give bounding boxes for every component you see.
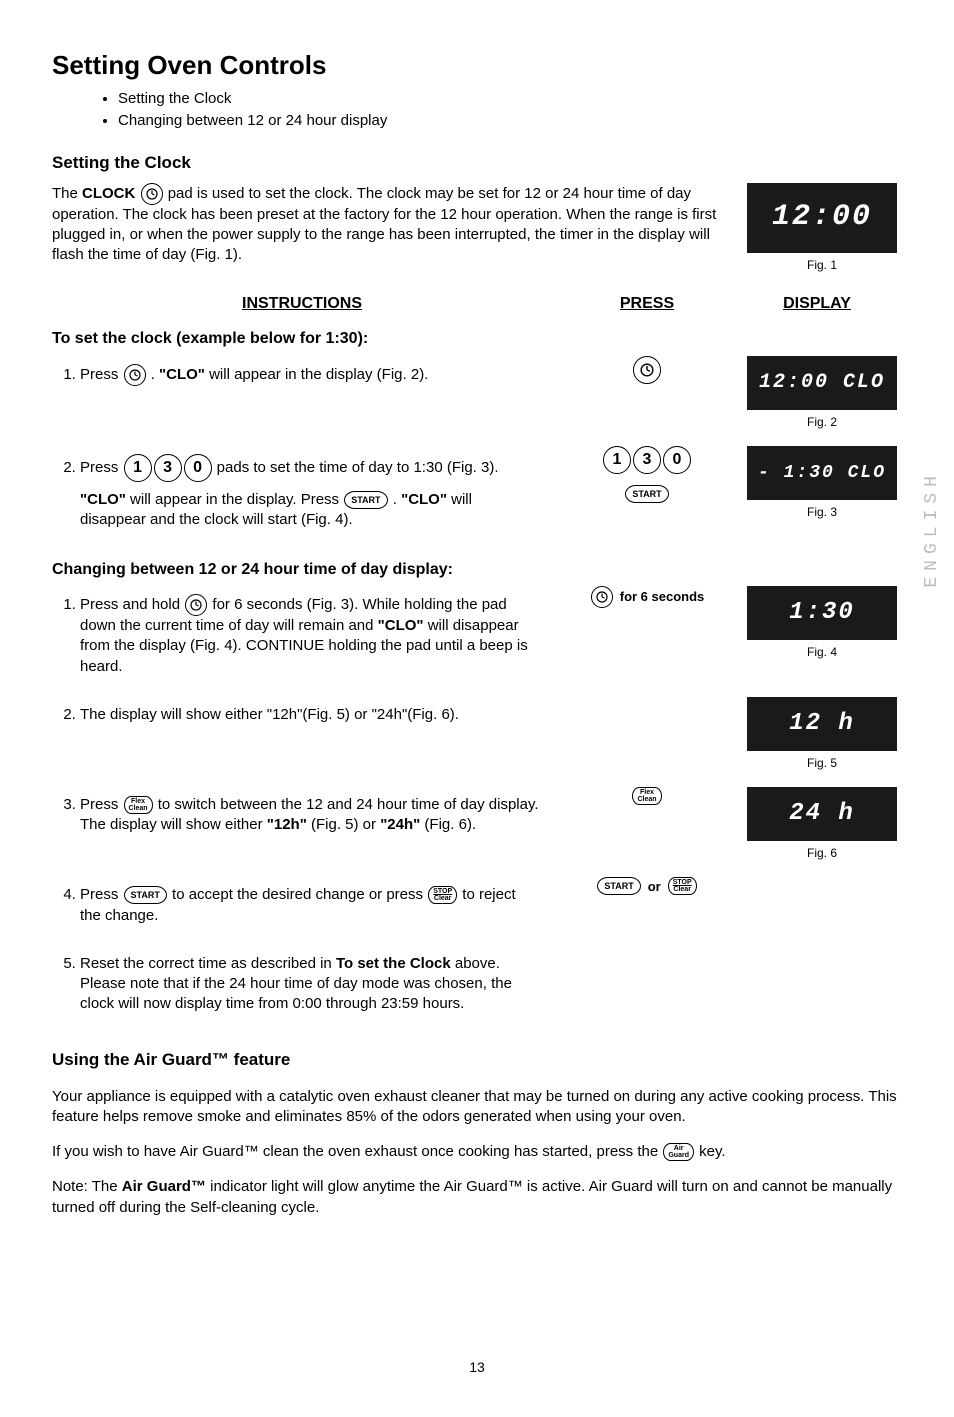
press-hold-label: for 6 seconds	[620, 588, 705, 606]
or-label: or	[648, 878, 661, 896]
fig-caption: Fig. 3	[742, 504, 902, 520]
text: (Fig. 6).	[420, 816, 476, 833]
stop-clear-icon: STOPClear	[668, 877, 697, 895]
page-number: 13	[52, 1358, 902, 1377]
subheading-set-clock-example: To set the clock (example below for 1:30…	[52, 328, 902, 350]
step-item: Reset the correct time as described in T…	[80, 954, 540, 1015]
flex-clean-icon: FlexClean	[124, 796, 153, 814]
text: Reset the correct time as described in	[80, 955, 336, 972]
language-side-label: ENGLISH	[920, 470, 944, 588]
step-item: Press . "CLO" will appear in the display…	[80, 364, 540, 386]
digit-3-icon: 3	[154, 454, 182, 482]
clock-word: CLOCK	[82, 185, 135, 202]
text: Note: The	[52, 1178, 122, 1195]
display-fig5: 12 h	[747, 697, 897, 751]
text: will appear in the display (Fig. 2).	[205, 366, 428, 383]
text: Press	[80, 459, 123, 476]
display-fig6: 24 h	[747, 787, 897, 841]
stop-clear-icon: STOPClear	[428, 886, 457, 904]
digit-0-icon: 0	[663, 446, 691, 474]
step-item: Press and hold for 6 seconds (Fig. 3). W…	[80, 594, 540, 677]
digit-0-icon: 0	[184, 454, 212, 482]
text: will appear in the display. Press	[126, 491, 343, 508]
text: Press	[80, 366, 123, 383]
clock-icon	[185, 594, 207, 616]
clock-icon	[124, 364, 146, 386]
paragraph: If you wish to have Air Guard™ clean the…	[52, 1142, 902, 1162]
clock-icon	[633, 356, 661, 384]
start-icon: START	[344, 491, 387, 509]
text: key.	[695, 1143, 726, 1160]
display-fig1: 12:00	[747, 183, 897, 253]
display-fig3: - 1:30 CLO	[747, 446, 897, 500]
flex-clean-icon: FlexClean	[632, 787, 661, 805]
text: (Fig. 5) or	[307, 816, 380, 833]
fig-caption: Fig. 1	[742, 257, 902, 273]
start-icon: START	[124, 886, 167, 904]
digit-1-icon: 1	[603, 446, 631, 474]
text: .	[147, 366, 160, 383]
step-item: Press 130 pads to set the time of day to…	[80, 454, 540, 531]
text: Air Guard™	[122, 1178, 206, 1195]
air-guard-icon: AirGuard	[663, 1143, 694, 1161]
start-icon: START	[625, 485, 668, 503]
text: To set the Clock	[336, 955, 451, 972]
text: The	[52, 185, 82, 202]
text: .	[389, 491, 402, 508]
step-item: The display will show either "12h"(Fig. …	[80, 705, 540, 725]
fig-caption: Fig. 5	[742, 755, 902, 771]
clock-icon	[591, 586, 613, 608]
text: "CLO"	[378, 617, 424, 634]
paragraph: Note: The Air Guard™ indicator light wil…	[52, 1177, 902, 1218]
start-icon: START	[597, 877, 640, 895]
column-head-display: DISPLAY	[742, 293, 892, 315]
page-title: Setting Oven Controls	[52, 48, 902, 83]
toc-item: Setting the Clock	[118, 89, 902, 109]
column-head-press: PRESS	[552, 293, 742, 315]
text: Press and hold	[80, 596, 184, 613]
step-item: Press FlexClean to switch between the 12…	[80, 795, 540, 836]
paragraph: Your appliance is equipped with a cataly…	[52, 1087, 902, 1128]
fig-caption: Fig. 6	[742, 845, 902, 861]
text: If you wish to have Air Guard™ clean the…	[52, 1143, 662, 1160]
text: "CLO"	[159, 366, 205, 383]
display-fig2: 12:00 CLO	[747, 356, 897, 410]
text: Press	[80, 796, 123, 813]
clock-icon	[141, 183, 163, 205]
text: to accept the desired change or press	[168, 886, 427, 903]
section-heading-air-guard: Using the Air Guard™ feature	[52, 1049, 902, 1072]
digit-1-icon: 1	[124, 454, 152, 482]
subheading-changing-1224: Changing between 12 or 24 hour time of d…	[52, 559, 902, 581]
intro-paragraph: The CLOCK pad is used to set the clock. …	[52, 183, 726, 266]
section-heading-setting-clock: Setting the Clock	[52, 152, 902, 175]
text: Press	[80, 886, 123, 903]
text: "CLO"	[401, 491, 447, 508]
display-fig4: 1:30	[747, 586, 897, 640]
fig-caption: Fig. 2	[742, 414, 902, 430]
toc-item: Changing between 12 or 24 hour display	[118, 111, 902, 131]
column-head-instructions: INSTRUCTIONS	[52, 293, 552, 315]
fig-caption: Fig. 4	[742, 644, 902, 660]
toc-list: Setting the Clock Changing between 12 or…	[78, 89, 902, 132]
digit-3-icon: 3	[633, 446, 661, 474]
text: pads to set the time of day to 1:30 (Fig…	[213, 459, 499, 476]
text: "12h"	[267, 816, 307, 833]
step-item: Press START to accept the desired change…	[80, 885, 540, 926]
text: "CLO"	[80, 491, 126, 508]
text: "24h"	[380, 816, 420, 833]
